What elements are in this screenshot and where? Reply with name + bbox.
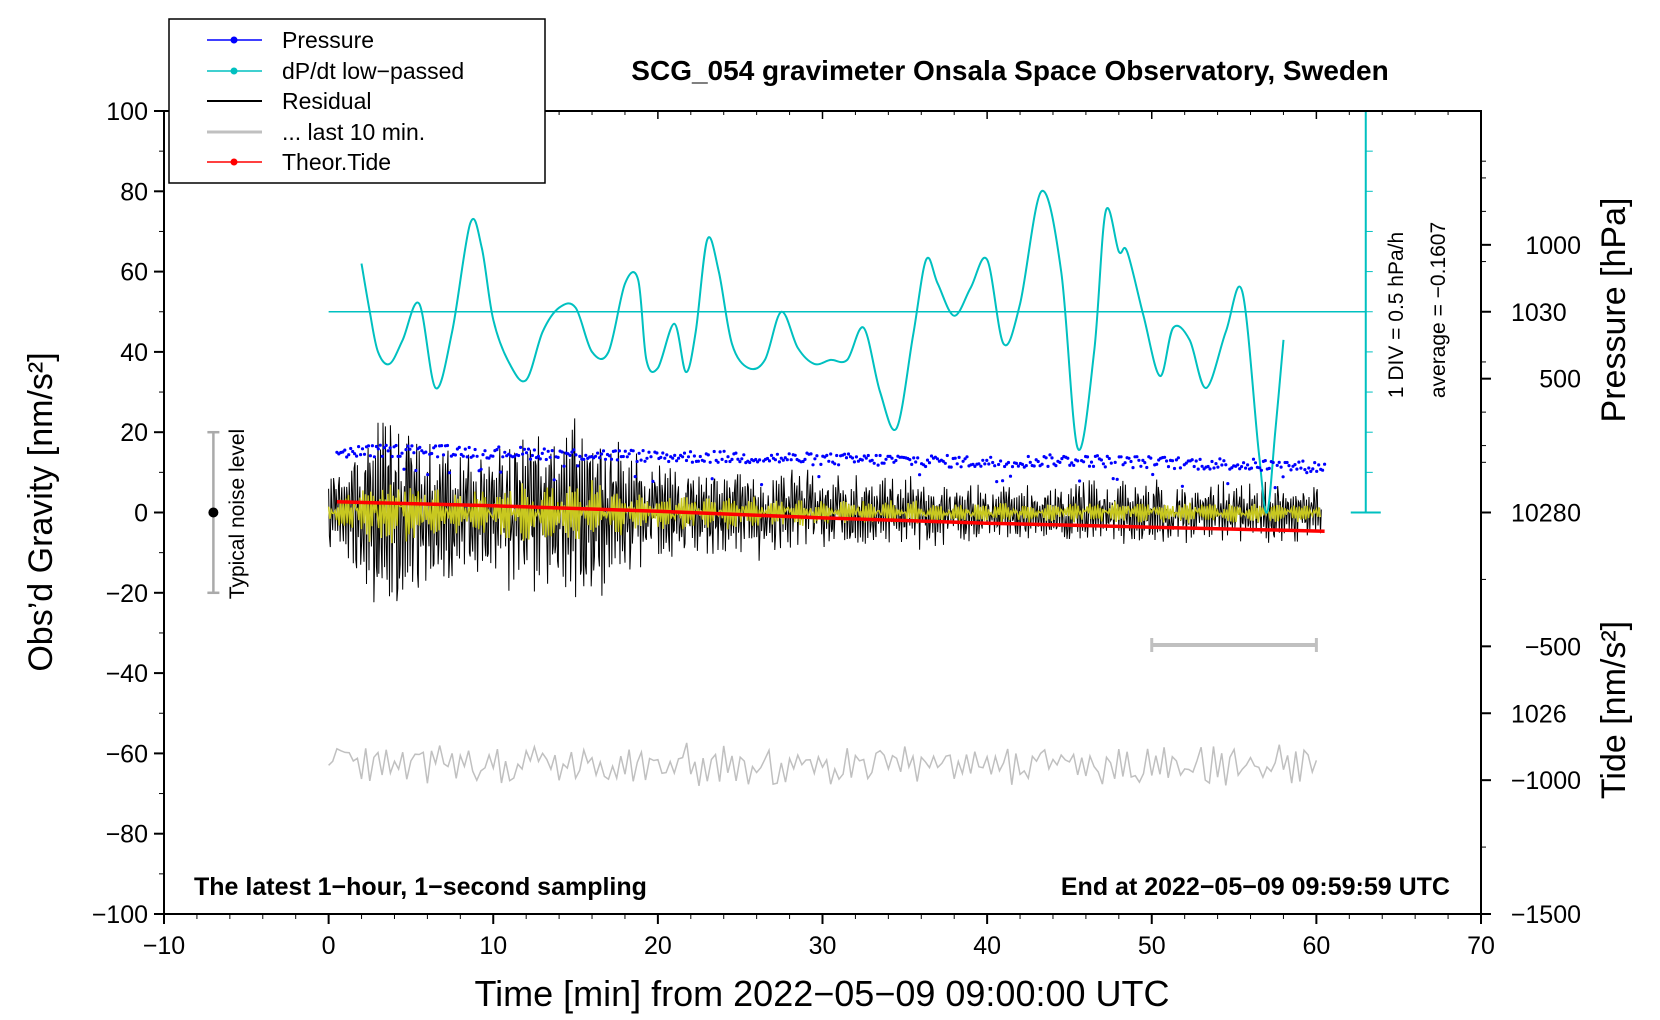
- annotation-end-time: End at 2022−05−09 09:59:59 UTC: [1061, 873, 1450, 901]
- y-axis-label-pressure: Pressure [hPa]: [1595, 198, 1633, 423]
- annotation-average: average = −0.1607: [1427, 222, 1450, 398]
- y-tick-label: 60: [120, 259, 148, 287]
- legend-item-pressure: Pressure: [207, 27, 374, 53]
- y-tick-label: 40: [120, 339, 148, 367]
- y-tick-label: −20: [106, 580, 148, 608]
- pressure-tick-label: 1028: [1511, 500, 1567, 528]
- legend-label-pressure: Pressure: [282, 27, 374, 53]
- legend-marker-dpdt: [230, 67, 238, 75]
- legend-label-dpdt: dP/dt low−passed: [282, 58, 464, 84]
- legend-item-last10: ... last 10 min.: [207, 119, 425, 145]
- y-tick-label: 0: [134, 500, 148, 528]
- tide-tick-label: −500: [1525, 633, 1581, 661]
- tide-tick-label: 0: [1567, 500, 1581, 528]
- pressure-tick-label: 1030: [1511, 299, 1567, 327]
- legend-item-residual: Residual: [207, 88, 372, 114]
- legend-marker-pressure: [230, 36, 238, 44]
- dpdt-scale-layer: [328, 110, 1381, 514]
- legend-item-tide: Theor.Tide: [207, 149, 391, 175]
- series-pressure: [335, 443, 1327, 490]
- legend-marker-tide: [230, 158, 238, 166]
- pressure-tick-label: 1026: [1511, 700, 1567, 728]
- annotation-noise-level: Typical noise level: [226, 429, 249, 599]
- series-residual-filtered: [327, 480, 1322, 544]
- tide-tick-label: 1000: [1525, 232, 1581, 260]
- y-tick-label: −60: [106, 740, 148, 768]
- legend-item-dpdt: dP/dt low−passed: [207, 58, 464, 84]
- series-tide: [336, 500, 1325, 533]
- legend: Pressure dP/dt low−passed Residual ... l…: [168, 18, 546, 184]
- x-tick-label: 0: [322, 932, 336, 960]
- x-axis-label: Time [min] from 2022−05−09 09:00:00 UTC: [474, 973, 1169, 1014]
- y-tick-label: −100: [92, 901, 148, 929]
- x-tick-label: 30: [809, 932, 837, 960]
- legend-label-tide: Theor.Tide: [282, 149, 391, 175]
- series-residual: [328, 418, 1322, 603]
- data-layer: [207, 190, 1327, 787]
- annotation-div-scale: 1 DIV = 0.5 hPa/h: [1385, 232, 1408, 398]
- tide-tick-label: −1000: [1511, 767, 1581, 795]
- legend-label-residual: Residual: [282, 88, 372, 114]
- chart-title: SCG_054 gravimeter Onsala Space Observat…: [631, 55, 1388, 86]
- y-tick-label: 80: [120, 178, 148, 206]
- x-tick-label: 20: [644, 932, 672, 960]
- series-last10: [328, 742, 1318, 787]
- series-dpdt: [360, 190, 1285, 514]
- y-axis-label-gravity: Obs’d Gravity [nm/s²]: [22, 352, 60, 671]
- y-tick-label: 20: [120, 419, 148, 447]
- x-tick-label: 10: [479, 932, 507, 960]
- x-tick-label: 50: [1138, 932, 1166, 960]
- tide-tick-label: 500: [1539, 366, 1581, 394]
- y-tick-label: 100: [106, 98, 148, 126]
- x-tick-label: 40: [973, 932, 1001, 960]
- axes-layer: −10 0 10 20 30 40 50 60 70100806040200−20−40−60−…: [92, 98, 1581, 960]
- noise-center-dot: [208, 507, 219, 518]
- annotation-sampling: The latest 1−hour, 1−second sampling: [194, 873, 647, 901]
- tide-tick-label: −1500: [1511, 901, 1581, 929]
- x-tick-label: 70: [1467, 932, 1495, 960]
- y-tick-label: −40: [106, 660, 148, 688]
- y-tick-label: −80: [106, 821, 148, 849]
- x-tick-label: 60: [1302, 932, 1330, 960]
- legend-label-last10: ... last 10 min.: [282, 119, 425, 145]
- x-tick-label: −10: [143, 932, 185, 960]
- y-axis-label-tide: Tide [nm/s²]: [1595, 621, 1633, 799]
